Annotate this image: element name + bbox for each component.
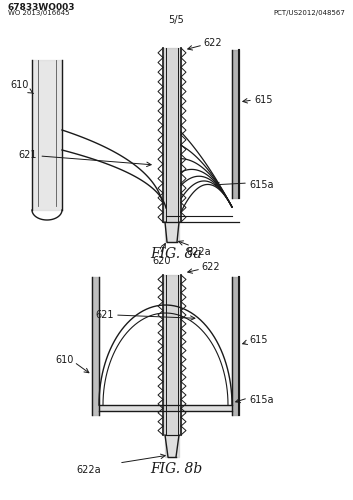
- Text: 615a: 615a: [249, 395, 274, 405]
- Text: 67833WO003: 67833WO003: [8, 3, 76, 12]
- Text: 622a: 622a: [77, 465, 101, 475]
- Text: 621: 621: [95, 310, 114, 320]
- Text: 622: 622: [203, 38, 222, 48]
- Text: 615: 615: [249, 335, 268, 345]
- Text: 5/5: 5/5: [168, 15, 184, 25]
- Text: 620: 620: [152, 256, 170, 266]
- Text: 615a: 615a: [249, 180, 274, 190]
- Text: FIG. 8a: FIG. 8a: [150, 247, 202, 261]
- Text: 615: 615: [254, 95, 273, 105]
- Text: PCT/US2012/048567: PCT/US2012/048567: [273, 10, 345, 16]
- Text: 621: 621: [18, 150, 151, 166]
- Text: 610: 610: [10, 80, 34, 94]
- Text: 622a: 622a: [186, 247, 211, 257]
- Text: WO 2013/016645: WO 2013/016645: [8, 10, 70, 16]
- Text: 610: 610: [55, 355, 73, 365]
- Text: 622: 622: [201, 262, 220, 272]
- Text: FIG. 8b: FIG. 8b: [150, 462, 202, 476]
